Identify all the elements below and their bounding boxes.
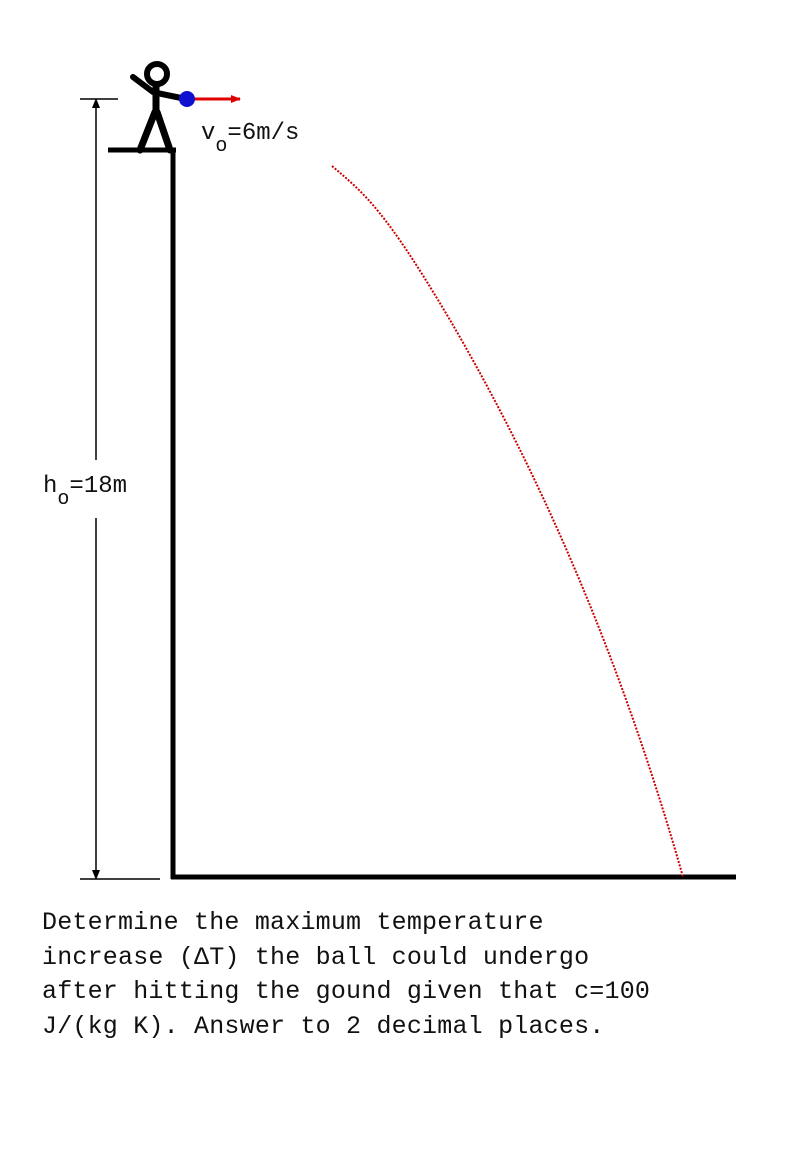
figure-left-leg [136, 108, 159, 154]
question-line: J/(kg K). Answer to 2 decimal places. [42, 1011, 605, 1041]
velocity-label: vo=6m/s [201, 120, 299, 158]
velocity-value: =6m/s [227, 120, 299, 147]
height-symbol: h [43, 473, 57, 500]
velocity-subscript: o [215, 135, 227, 158]
question-line: Determine the maximum temperature [42, 908, 544, 937]
figure-right-leg [153, 108, 174, 154]
ball [179, 91, 195, 107]
trajectory-curve [331, 165, 684, 878]
height-subscript: o [57, 488, 69, 511]
question-line: increase (ΔT) the ball could undergo [42, 942, 590, 972]
question-text: Determine the maximum temperature increa… [42, 906, 782, 1044]
question-line: after hitting the gound given that c=100 [42, 977, 651, 1006]
stick-figure [130, 61, 189, 154]
figure-back-arm [130, 74, 156, 95]
velocity-symbol: v [201, 120, 215, 147]
height-label: ho=18m [43, 473, 127, 511]
figure-head [144, 61, 170, 87]
height-value: =18m [69, 473, 127, 500]
